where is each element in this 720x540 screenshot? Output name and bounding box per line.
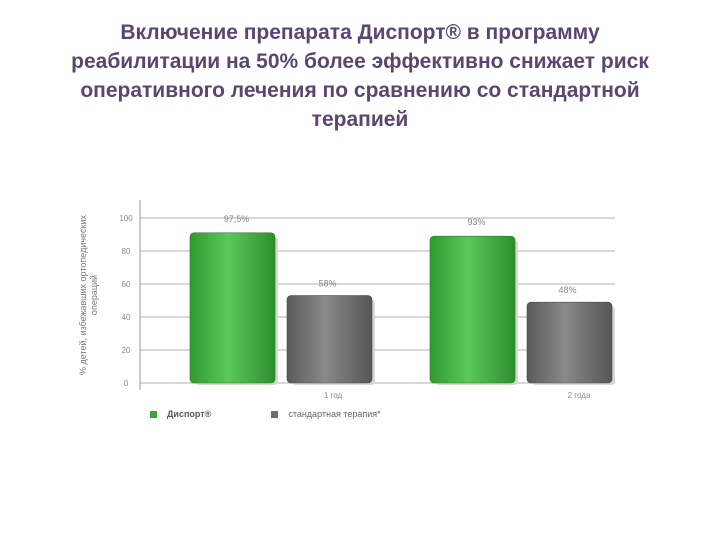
legend-item-dysport: Диспорт® [150,409,211,419]
title-line: оперативного лечения по сравнению со ста… [80,79,640,102]
legend: Диспорт® стандартная терапия* [150,409,405,419]
y-tick-label: 40 [122,313,131,322]
bar-value-label: 48% [558,285,576,295]
legend-label-standard: стандартная терапия* [288,409,381,419]
y-tick-label: 60 [122,280,131,289]
bar-dysport [189,232,276,384]
x-category-label: 1 год [324,391,343,400]
legend-item-standard: стандартная терапия* [271,409,381,419]
title-line: Включение препарата Диспорт® в программу [120,21,600,44]
bar-dysport [429,235,516,384]
bar-value-label: 97,5% [224,214,250,224]
legend-swatch-standard [271,410,279,418]
bar-standard [526,301,613,384]
legend-label-dysport: Диспорт® [167,409,212,419]
page-title: Включение препарата Диспорт® в программу… [10,18,710,134]
title-line: реабилитации на 50% более эффективно сни… [71,50,649,73]
bar-standard [286,295,373,384]
x-category-label: 2 года [568,391,591,400]
bar-value-label: 93% [467,217,485,227]
title-line: терапией [311,108,409,131]
y-tick-label: 0 [124,379,129,388]
y-tick-label: 20 [122,346,131,355]
y-tick-label: 100 [119,214,133,223]
y-axis-label: % детей, избежавших ортопедических опера… [78,214,99,376]
bar-value-label: 58% [318,279,336,289]
y-tick-label: 80 [122,247,131,256]
legend-swatch-dysport [150,410,157,418]
